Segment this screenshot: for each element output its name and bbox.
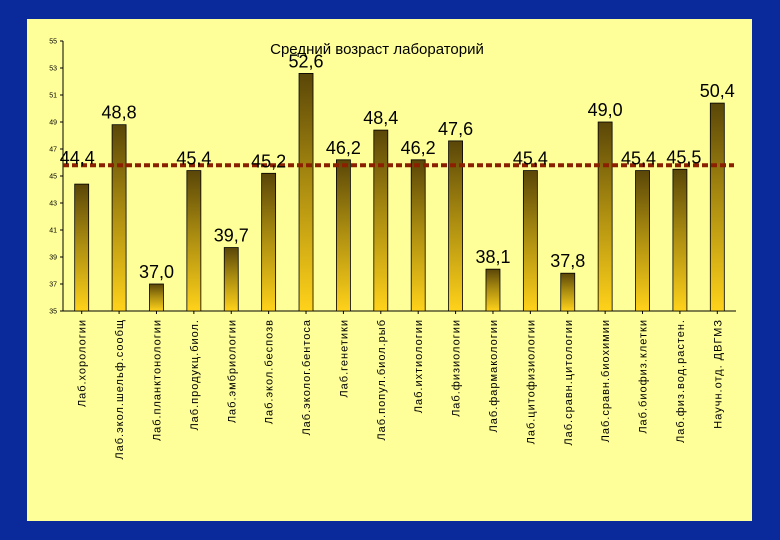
- bar: [223, 247, 239, 312]
- bar: [149, 283, 164, 312]
- data-label: 45,4: [176, 149, 211, 169]
- data-label: 47,6: [438, 119, 473, 139]
- slide: Средний возраст лабораторий 35 37 39 41 43 45…: [27, 19, 752, 521]
- y-tick-label: 49: [49, 120, 57, 127]
- y-tick-label: 53: [49, 66, 57, 73]
- category-label: Лаб.физ.вод.растен.: [675, 319, 687, 443]
- bar-chart: Средний возраст лабораторий 35 37 39 41 43 45…: [49, 39, 736, 460]
- y-tick-label: 51: [49, 93, 57, 100]
- bar: [522, 170, 538, 312]
- bar: [186, 170, 202, 312]
- chart-title: Средний возраст лабораторий: [270, 41, 484, 58]
- bar: [485, 268, 501, 312]
- bar: [74, 183, 90, 312]
- bar: [261, 172, 277, 312]
- bar: [410, 159, 426, 312]
- y-tick-label: 43: [49, 201, 57, 208]
- category-label: Лаб.физиологии: [451, 319, 463, 417]
- category-label: Лаб.биофиз.клетки: [638, 319, 650, 434]
- category-label: Лаб.эмбриологии: [226, 319, 238, 423]
- data-label: 48,8: [102, 103, 137, 123]
- category-label: Лаб.сравн.цитологии: [563, 319, 575, 446]
- y-tick-label: 47: [49, 147, 57, 154]
- category-label: Лаб.фармакологии: [488, 319, 500, 432]
- data-label: 38,1: [475, 247, 510, 267]
- data-label: 46,2: [326, 138, 361, 158]
- bars: [74, 73, 725, 314]
- data-label: 50,4: [700, 81, 735, 101]
- data-label: 37,0: [139, 262, 174, 282]
- y-tick-label: 37: [49, 282, 57, 289]
- data-label: 45,4: [621, 149, 656, 169]
- bar: [709, 102, 725, 312]
- data-label: 49,0: [588, 100, 623, 120]
- y-tick-label: 45: [49, 174, 57, 181]
- data-label: 45,4: [513, 149, 548, 169]
- category-label: Лаб.ихтиологии: [413, 319, 425, 413]
- category-label: Лаб.экол.шельф.сообщ: [114, 319, 126, 460]
- data-label: 46,2: [401, 138, 436, 158]
- data-label: 45,2: [251, 151, 286, 171]
- data-label: 37,8: [550, 251, 585, 271]
- category-label: Научн.отд. ДВГМЗ: [712, 319, 724, 429]
- bar: [635, 170, 650, 312]
- bar: [298, 73, 314, 312]
- data-label: 39,7: [214, 226, 249, 246]
- category-label: Лаб.планктонологии: [151, 319, 163, 441]
- data-label: 52,6: [289, 51, 324, 71]
- y-tick-label: 35: [49, 309, 57, 316]
- y-tick-label: 55: [49, 39, 57, 46]
- category-labels: Лаб.хорологии Лаб.экол.шельф.сообщ Лаб.пла…: [77, 319, 725, 460]
- data-labels: 44,4 48,8 37,0 45,4 39,7 45,2 52,6 46,248,446,2…: [60, 51, 735, 282]
- category-label: Лаб.цитофизиологии: [525, 319, 537, 444]
- data-label: 45,5: [666, 147, 701, 167]
- category-label: Лаб.сравн.биохимии: [600, 319, 612, 442]
- category-label: Лаб.эколог.бентоса: [301, 319, 313, 436]
- bar: [560, 272, 576, 312]
- category-label: Лаб.хорологии: [77, 319, 89, 407]
- data-label: 48,4: [363, 108, 398, 128]
- y-tick-label: 39: [49, 255, 57, 262]
- bar: [373, 129, 389, 312]
- y-axis: 35 37 39 41 43 45 47 49 51 53 55: [49, 39, 736, 316]
- bar: [336, 159, 351, 312]
- bar: [111, 124, 127, 312]
- category-label: Лаб.продукц.биол.: [189, 319, 201, 431]
- bar: [597, 121, 613, 312]
- category-label: Лаб.генетики: [338, 319, 350, 398]
- data-label: 44,4: [60, 148, 95, 168]
- category-label: Лаб.попул.биол.рыб: [376, 319, 388, 441]
- y-tick-label: 41: [49, 228, 57, 235]
- category-label: Лаб.экол.беспозв: [264, 319, 276, 424]
- bar: [672, 168, 688, 312]
